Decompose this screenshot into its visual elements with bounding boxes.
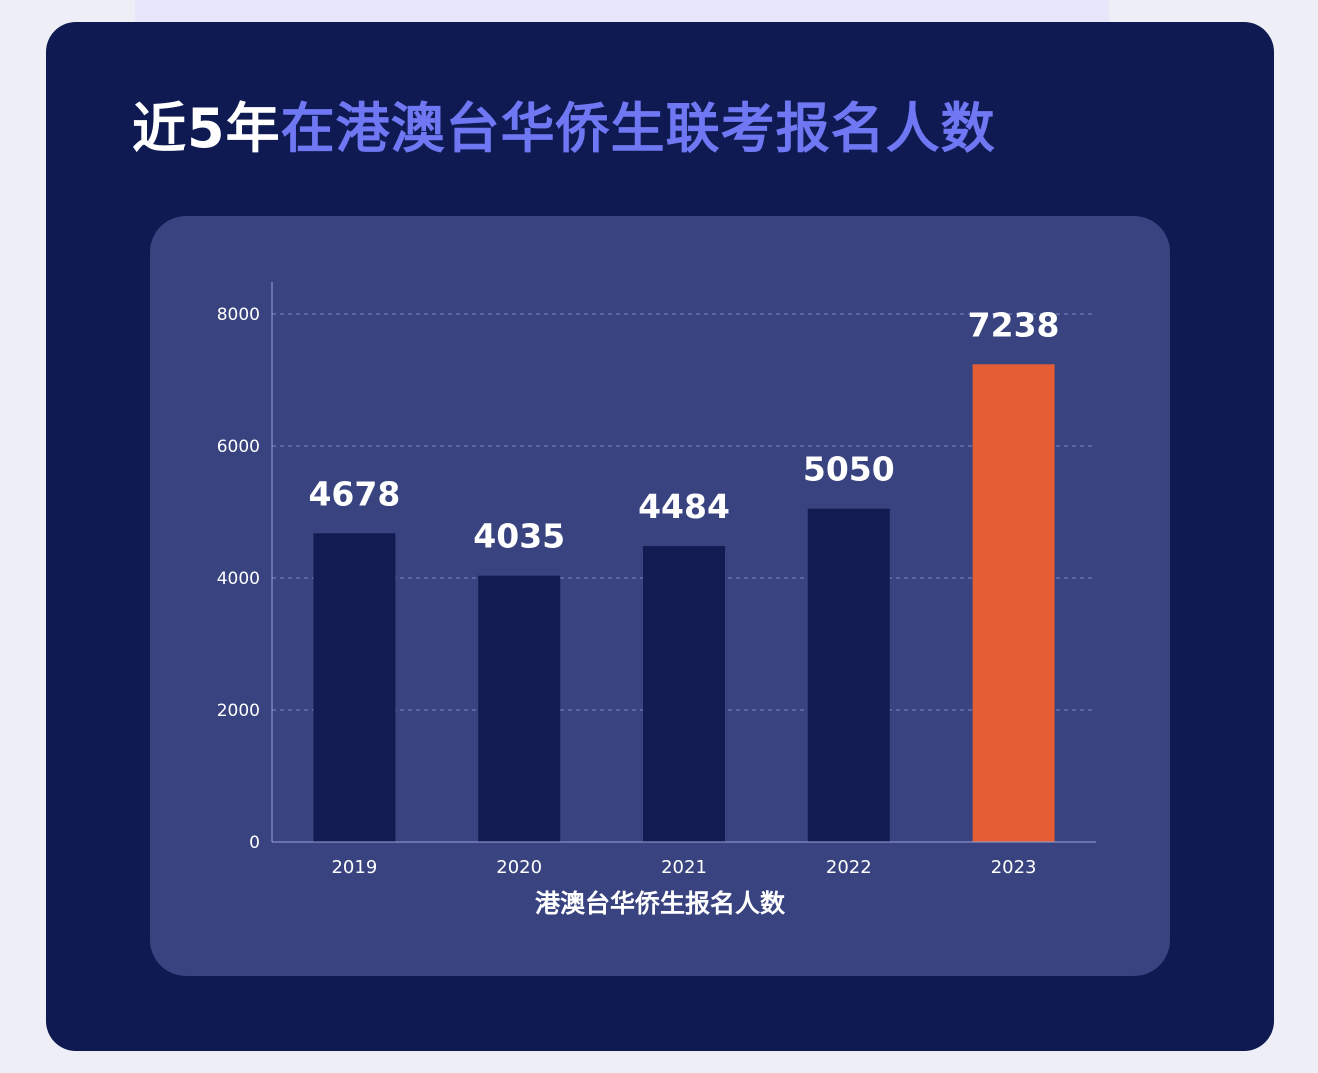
- title-highlight: 在港澳台华侨生联考报名人数: [280, 97, 996, 160]
- y-tick-label: 0: [249, 833, 260, 853]
- page-title: 近5年在港澳台华侨生联考报名人数: [132, 84, 996, 163]
- x-tick-label: 2019: [331, 857, 377, 878]
- x-axis-title: 港澳台华侨生报名人数: [535, 889, 786, 918]
- title-prefix: 近5年: [132, 97, 281, 160]
- y-axis-ticks: 0 2000 4000 6000 8000: [217, 305, 260, 853]
- x-tick-label: 2021: [661, 857, 707, 878]
- y-tick-label: 6000: [217, 437, 260, 457]
- chart-card: 近5年在港澳台华侨生联考报名人数 0 2000 4000 6000 8000 4678 4…: [46, 22, 1274, 1051]
- x-tick-label: 2023: [991, 857, 1037, 878]
- bar-value-label: 4484: [638, 487, 730, 526]
- bar-2022: [807, 508, 890, 842]
- bars: [313, 364, 1055, 842]
- x-tick-label: 2020: [496, 857, 542, 878]
- bar-2021: [643, 546, 725, 842]
- x-tick-label: 2022: [826, 857, 872, 878]
- bar-value-label: 7238: [968, 305, 1060, 344]
- chart-panel: 0 2000 4000 6000 8000 4678 4035 4484 5050 7238 2…: [150, 216, 1170, 976]
- bar-2019: [313, 533, 396, 842]
- bar-2023: [972, 364, 1055, 842]
- y-tick-label: 8000: [217, 305, 260, 325]
- x-axis-ticks: 2019 2020 2021 2022 2023: [331, 857, 1036, 878]
- top-strip: [135, 0, 1109, 22]
- bar-value-label: 4035: [473, 517, 565, 556]
- bar-value-label: 4678: [308, 474, 400, 513]
- bar-value-label: 5050: [803, 450, 895, 489]
- bar-2020: [478, 575, 561, 842]
- bar-value-labels: 4678 4035 4484 5050 7238: [308, 305, 1059, 555]
- y-tick-label: 2000: [217, 701, 260, 721]
- bar-chart: 0 2000 4000 6000 8000 4678 4035 4484 5050 7238 2…: [217, 282, 1096, 918]
- y-tick-label: 4000: [217, 569, 260, 589]
